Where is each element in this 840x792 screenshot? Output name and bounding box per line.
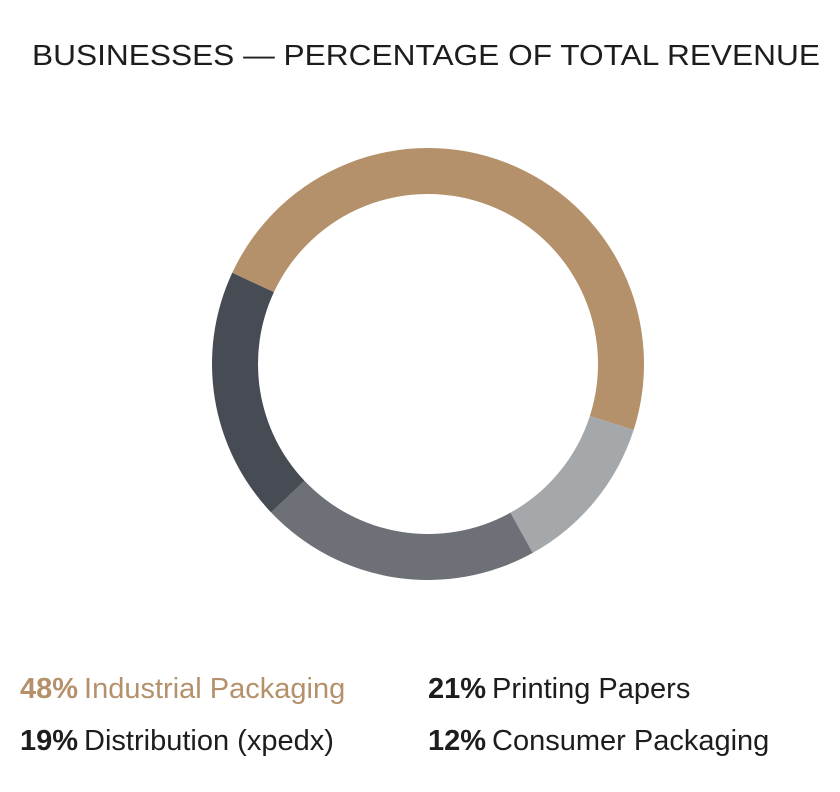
chart-title: BUSINESSES — PERCENTAGE OF TOTAL REVENUE: [32, 40, 820, 72]
legend-value: 21%: [428, 673, 486, 705]
legend-value: 48%: [20, 673, 78, 705]
legend-entry: 21% Printing Papers: [428, 673, 690, 705]
donut-segment: [271, 480, 533, 580]
legend-label: Printing Papers: [492, 673, 690, 705]
legend-entry: 19% Distribution (xpedx): [20, 725, 334, 757]
legend-entry: 48% Industrial Packaging: [20, 673, 345, 705]
legend-value: 12%: [428, 725, 486, 757]
legend-entry: 12% Consumer Packaging: [428, 725, 769, 757]
donut-segment: [510, 415, 634, 553]
legend-label: Industrial Packaging: [84, 673, 345, 705]
legend-value: 19%: [20, 725, 78, 757]
donut-segment: [211, 272, 305, 513]
legend-label: Distribution (xpedx): [84, 725, 334, 757]
legend-label: Consumer Packaging: [492, 725, 769, 757]
donut-segment: [232, 147, 644, 431]
